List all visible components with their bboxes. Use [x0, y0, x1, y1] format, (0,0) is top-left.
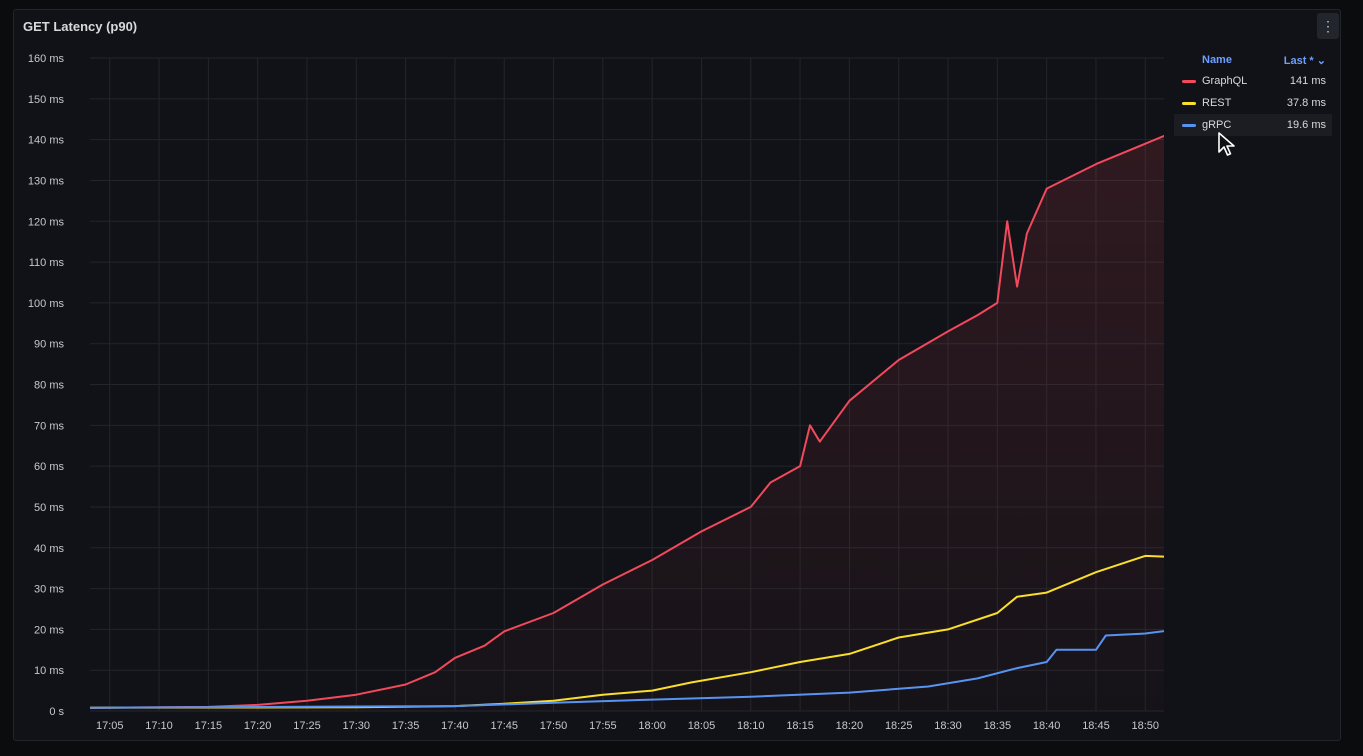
y-tick-label: 110 ms: [29, 257, 65, 269]
latency-panel: GET Latency (p90) ⋮ 0 s 10 ms 20 ms 30 ms 40…: [13, 9, 1341, 741]
legend-item-name: REST: [1202, 97, 1232, 109]
x-tick-label: 18:45: [1082, 720, 1110, 732]
panel-title: GET Latency (p90): [23, 19, 138, 34]
y-tick-label: 40 ms: [34, 543, 64, 555]
x-tick-label: 17:05: [96, 720, 124, 732]
x-tick-label: 17:45: [490, 720, 518, 732]
x-tick-label: 18:40: [1033, 720, 1061, 732]
y-tick-label: 30 ms: [34, 584, 64, 596]
legend-last-header[interactable]: Last * ⌄: [1283, 54, 1326, 67]
y-tick-label: 70 ms: [34, 420, 64, 432]
sort-desc-icon: ⌄: [1316, 54, 1326, 67]
legend-header: Name Last * ⌄: [1174, 50, 1332, 70]
series-color-swatch: [1182, 123, 1196, 127]
x-tick-label: 18:00: [638, 720, 666, 732]
series-line-graphql: [89, 134, 1164, 709]
x-tick-label: 18:30: [934, 720, 962, 732]
x-tick-label: 17:55: [589, 720, 617, 732]
legend-item-rest[interactable]: REST 37.8 ms: [1174, 92, 1332, 114]
series-line-grpc: [89, 630, 1164, 709]
y-tick-label: 140 ms: [28, 135, 65, 147]
y-tick-label: 100 ms: [28, 298, 65, 310]
x-tick-label: 17:35: [392, 720, 420, 732]
legend-item-grpc[interactable]: gRPC 19.6 ms: [1174, 114, 1332, 136]
x-tick-label: 17:20: [244, 720, 272, 732]
series-area-graphql: [90, 135, 1164, 711]
x-tick-label: 18:50: [1132, 720, 1160, 732]
x-tick-label: 17:40: [441, 720, 469, 732]
x-tick-label: 18:20: [836, 720, 864, 732]
legend-item-last: 19.6 ms: [1286, 119, 1326, 131]
legend-item-last: 141 ms: [1289, 75, 1326, 87]
series-color-swatch: [1182, 79, 1196, 83]
x-tick-label: 18:35: [984, 720, 1012, 732]
y-tick-label: 130 ms: [28, 175, 65, 187]
x-tick-label: 17:10: [145, 720, 173, 732]
x-tick-label: 17:15: [195, 720, 223, 732]
x-tick-label: 17:25: [293, 720, 321, 732]
legend-item-name: GraphQL: [1202, 75, 1248, 87]
x-tick-label: 17:50: [540, 720, 568, 732]
x-tick-label: 18:25: [885, 720, 913, 732]
y-tick-label: 0 s: [49, 706, 64, 718]
y-tick-label: 20 ms: [34, 624, 64, 636]
legend-name-header[interactable]: Name: [1202, 54, 1232, 66]
y-tick-label: 80 ms: [34, 380, 64, 392]
legend-item-name: gRPC: [1202, 119, 1232, 131]
x-tick-label: 17:30: [343, 720, 371, 732]
y-tick-label: 10 ms: [34, 665, 64, 677]
y-tick-label: 150 ms: [28, 94, 65, 106]
legend-item-graphql[interactable]: GraphQL 141 ms: [1174, 70, 1332, 92]
x-tick-label: 18:10: [737, 720, 765, 732]
y-tick-label: 60 ms: [34, 461, 64, 473]
y-tick-label: 120 ms: [28, 216, 65, 228]
y-tick-label: 90 ms: [34, 339, 64, 351]
x-tick-label: 18:05: [688, 720, 716, 732]
latency-chart: 0 s 10 ms 20 ms 30 ms 40 ms 50 ms 60 ms 70 ms 80…: [28, 53, 1164, 732]
y-tick-label: 50 ms: [34, 502, 64, 514]
mouse-pointer-icon: [1218, 132, 1235, 156]
series-color-swatch: [1182, 101, 1196, 105]
y-tick-label: 160 ms: [28, 53, 65, 65]
x-tick-label: 18:15: [786, 720, 814, 732]
kebab-menu-icon[interactable]: ⋮: [1317, 13, 1339, 39]
chart-legend: Name Last * ⌄ GraphQL 141 ms REST 37.8 m…: [1174, 50, 1332, 136]
legend-item-last: 37.8 ms: [1286, 97, 1326, 109]
